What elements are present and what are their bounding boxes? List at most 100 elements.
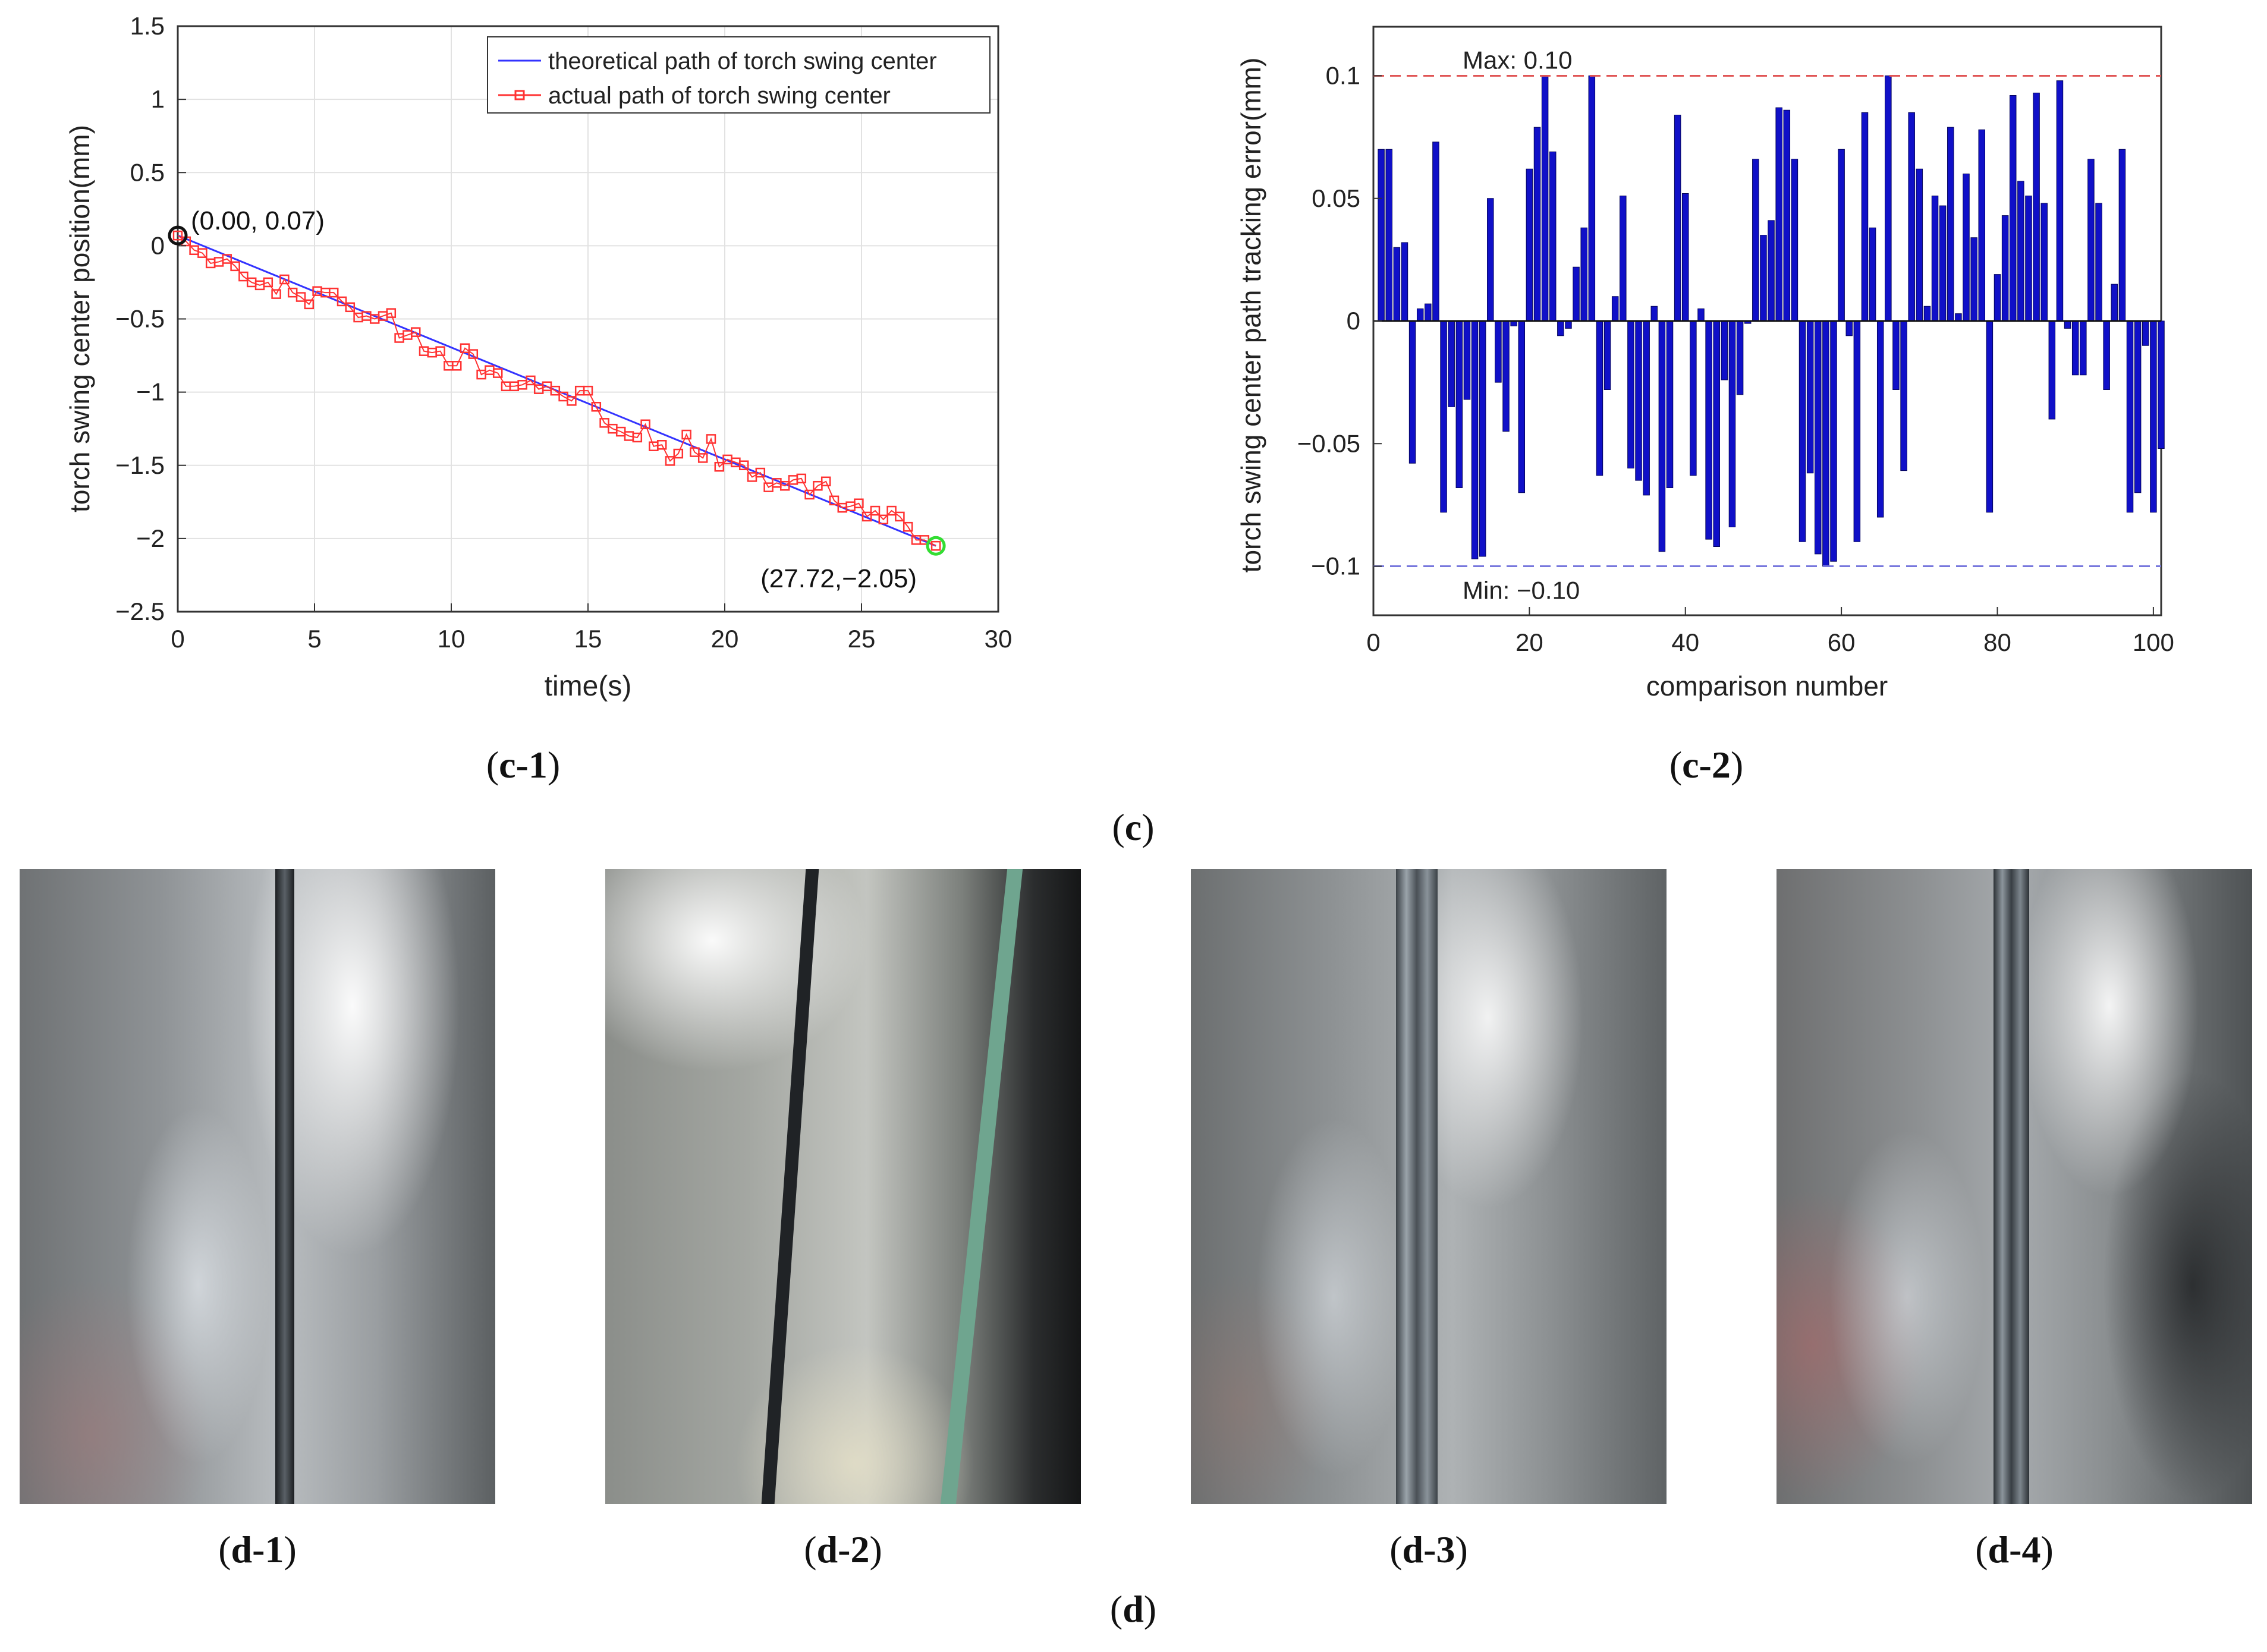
c1-grid [177,26,999,612]
c2-x-tick-label: 80 [1983,628,2011,656]
c1-actual-marker [681,429,691,440]
c1-actual-marker [550,385,561,396]
c1-legend-theory-label: theoretical path of torch swing center [548,48,937,74]
c1-actual-marker [337,296,347,307]
c1-actual-marker [690,447,700,457]
c2-bar [1658,320,1666,552]
c1-actual-marker [829,495,839,506]
c2-bar [2080,320,2087,376]
c1-y-tick-label: 1 [151,85,165,113]
c1-actual-marker [238,271,249,282]
c2-bar [1526,168,1533,322]
c2-bar [1931,196,1939,322]
c1-actual-path-line [177,235,936,547]
c2-bar [2056,80,2064,322]
chart-c1: 0 5 10 15 20 25 30 1.5 1 0.5 0 −0.5 −1 −1.5 −2 −2.5 ti… [64,12,1012,702]
c2-bar [1978,129,1986,322]
c2-bar [2118,149,2126,322]
c1-y-ticks: 1.5 1 0.5 0 −0.5 −1 −1.5 −2 −2.5 [115,12,186,625]
c2-bar [1791,159,1798,322]
weld-seam-d1 [275,869,294,1504]
c1-actual-marker [263,277,273,288]
c2-bar [1635,320,1642,481]
c2-bar [1674,115,1681,322]
c2-min-label: Min: −0.10 [1463,577,1580,605]
c2-bar [2134,320,2142,493]
c2-y-tick-label: 0.1 [1326,62,1360,90]
c2-bar [1533,127,1541,322]
c1-theory-path-line [177,234,936,547]
c2-bar [1869,227,1876,322]
c2-bar [1682,193,1689,322]
c2-bar [2009,95,2017,322]
c2-bar [2126,320,2134,513]
c2-bar [1650,306,1658,322]
c2-y-tick-label: 0 [1347,307,1360,335]
c1-actual-marker [492,368,503,378]
c2-bar [2048,320,2056,420]
c2-bar [1440,320,1447,513]
c2-bar [1939,205,1947,322]
photo-d1 [20,869,495,1504]
c2-bar [1596,320,1603,476]
c1-actual-marker [386,308,397,318]
c1-actual-marker [591,402,602,412]
c2-bar [1705,320,1712,540]
c1-actual-marker [328,287,339,298]
c2-bar [1728,320,1736,527]
c1-actual-marker [271,289,281,299]
c1-end-point-marker [926,536,946,556]
c2-bar [1502,320,1510,432]
c1-actual-marker [435,346,445,356]
c2-bar [1768,220,1775,322]
c1-legend-actual-label: actual path of torch swing center [548,83,891,109]
c2-bar [1603,320,1611,390]
c2-bar [1541,75,1549,322]
c2-bar [1783,109,1791,322]
c2-bar [1385,149,1392,322]
c1-actual-marker [738,460,749,470]
c2-bar [1690,320,1697,476]
c2-bar [1908,112,1915,322]
c2-bar [1557,320,1564,336]
caption-c2: (c-2) [1669,744,1744,786]
c1-x-tick-label: 5 [307,625,321,653]
c2-bar [1588,75,1596,322]
c2-bar [1838,149,1845,322]
c2-bar [1752,159,1759,322]
c1-actual-marker [468,349,479,359]
caption-d1: (d-1) [218,1528,297,1571]
c2-bar [2158,320,2165,449]
c2-bar [1393,247,1401,322]
c1-x-tick-label: 25 [848,625,876,653]
weld-seam-d4 [1994,869,2029,1504]
caption-d: (d) [1109,1588,1157,1630]
c2-bar [1721,320,1728,380]
c2-bar [1986,320,1994,513]
c2-y-tick-label: 0.05 [1312,184,1360,212]
c2-bar [1885,75,1892,322]
c1-actual-marker [222,254,232,264]
c1-actual-marker [451,361,462,371]
c2-bar [1845,320,1853,336]
c1-start-point-marker [168,225,188,246]
c1-actual-marker [903,521,913,532]
weld-seam-d2 [761,869,819,1504]
c1-theory-line [177,234,936,547]
c1-y-tick-label: 0 [151,231,165,259]
caption-c1: (c-1) [486,744,561,786]
c1-actual-marker [599,418,609,428]
c2-bar [1401,242,1408,322]
c1-actual-marker [714,461,725,472]
c1-y-tick-label: −1 [136,378,165,406]
c2-bar [1463,320,1471,400]
c2-bar [1432,141,1439,322]
c1-actual-marker [861,511,872,522]
c2-bar [1495,320,1502,383]
c2-bar [1378,149,1385,322]
c2-bar [1900,320,1907,471]
c2-bar [2064,320,2071,329]
c2-bar [1471,320,1479,559]
c2-bar [1643,320,1650,496]
c2-bar [2025,196,2032,322]
